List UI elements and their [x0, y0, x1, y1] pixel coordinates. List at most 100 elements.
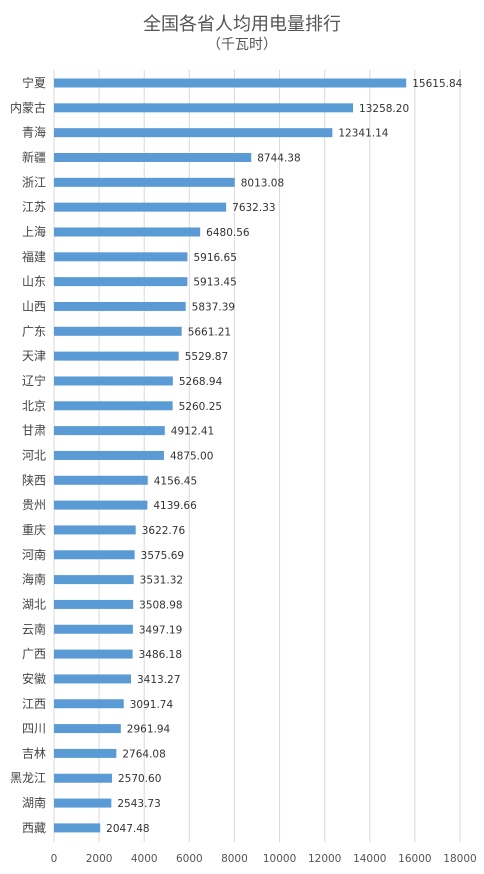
x-tick-label: 2000 — [86, 853, 113, 865]
bar — [54, 227, 201, 237]
x-tick-label: 12000 — [308, 853, 341, 865]
bar — [54, 326, 182, 336]
bar — [54, 351, 179, 361]
category-label: 安徽 — [22, 671, 46, 686]
category-label: 青海 — [22, 125, 46, 140]
category-label: 广西 — [22, 647, 46, 661]
bar — [54, 426, 165, 436]
value-label: 3091.74 — [130, 699, 174, 711]
category-label: 内蒙古 — [10, 100, 46, 115]
bar — [54, 798, 112, 808]
category-label: 甘肃 — [22, 424, 46, 438]
category-label: 重庆 — [22, 523, 46, 537]
value-label: 5529.87 — [185, 351, 228, 363]
bar — [54, 575, 134, 585]
value-label: 13258.20 — [359, 103, 409, 115]
value-label: 3486.18 — [139, 649, 182, 661]
category-label: 陕西 — [22, 472, 46, 487]
value-label: 8744.38 — [257, 152, 300, 164]
value-label: 5268.94 — [179, 376, 223, 388]
bar — [54, 177, 235, 187]
category-label: 黑龙江 — [10, 771, 46, 785]
category-label: 河南 — [22, 547, 46, 562]
category-label: 浙江 — [22, 175, 46, 189]
category-label: 湖南 — [22, 795, 46, 810]
bar — [54, 376, 173, 386]
bar — [54, 748, 117, 758]
category-label: 湖北 — [22, 596, 46, 611]
category-label: 海南 — [22, 572, 46, 587]
x-tick-label: 4000 — [131, 853, 158, 865]
chart-title: 全国各省人均用电量排行 — [143, 14, 341, 35]
x-tick-label: 18000 — [443, 853, 476, 865]
bar — [54, 599, 134, 609]
bar — [54, 152, 252, 162]
bar — [54, 401, 173, 411]
category-label: 广东 — [22, 324, 46, 338]
category-label: 新疆 — [22, 149, 46, 164]
bar — [54, 724, 121, 734]
value-label: 3622.76 — [142, 525, 186, 537]
value-label: 2961.94 — [127, 724, 171, 736]
category-label: 江苏 — [22, 200, 46, 214]
value-label: 6480.56 — [206, 227, 250, 239]
category-label: 西藏 — [22, 821, 46, 835]
value-label: 2047.48 — [106, 823, 149, 835]
bar — [54, 301, 186, 311]
value-label: 5661.21 — [188, 326, 231, 338]
value-label: 3531.32 — [140, 575, 183, 587]
value-label: 2543.73 — [117, 798, 160, 810]
category-label: 河北 — [22, 448, 46, 462]
category-label: 辽宁 — [22, 373, 46, 388]
bar — [54, 823, 101, 833]
category-label: 贵州 — [22, 498, 46, 512]
bar — [54, 624, 133, 634]
bar — [54, 277, 188, 287]
category-label: 山西 — [22, 299, 46, 313]
bar — [54, 128, 333, 138]
value-label: 2570.60 — [118, 773, 161, 785]
value-label: 15615.84 — [412, 78, 462, 90]
category-label: 北京 — [22, 399, 46, 413]
value-label: 8013.08 — [241, 177, 284, 189]
value-label: 3497.19 — [139, 624, 182, 636]
category-label: 宁夏 — [22, 75, 46, 90]
value-label: 5916.65 — [193, 252, 236, 264]
bar — [54, 525, 136, 535]
bar — [54, 649, 133, 659]
bar — [54, 500, 148, 510]
bar — [54, 252, 188, 262]
x-tick-label: 14000 — [353, 853, 386, 865]
value-label: 5260.25 — [179, 401, 222, 413]
value-label: 5913.45 — [193, 277, 236, 289]
value-label: 7632.33 — [232, 202, 275, 214]
value-label: 4875.00 — [170, 450, 213, 462]
category-label: 天津 — [22, 349, 46, 363]
category-label: 福建 — [22, 249, 46, 264]
value-label: 12341.14 — [338, 128, 388, 140]
value-label: 3575.69 — [141, 550, 184, 562]
value-label: 4156.45 — [154, 475, 197, 487]
x-tick-label: 0 — [51, 853, 58, 865]
value-label: 3508.98 — [139, 599, 182, 611]
bar — [54, 475, 148, 485]
bar — [54, 674, 131, 684]
category-label: 吉林 — [22, 746, 46, 760]
bar — [54, 450, 164, 460]
value-label: 5837.39 — [192, 301, 235, 313]
value-label: 4912.41 — [171, 426, 214, 438]
x-tick-label: 8000 — [221, 853, 248, 865]
x-tick-label: 6000 — [176, 853, 203, 865]
bar — [54, 773, 112, 783]
category-label: 四川 — [22, 722, 46, 736]
bar — [54, 699, 124, 709]
bar — [54, 550, 135, 560]
value-label: 2764.08 — [122, 748, 165, 760]
x-tick-label: 10000 — [263, 853, 296, 865]
bar — [54, 78, 407, 88]
x-tick-label: 16000 — [398, 853, 431, 865]
category-label: 江西 — [22, 697, 46, 711]
category-label: 山东 — [22, 275, 46, 289]
